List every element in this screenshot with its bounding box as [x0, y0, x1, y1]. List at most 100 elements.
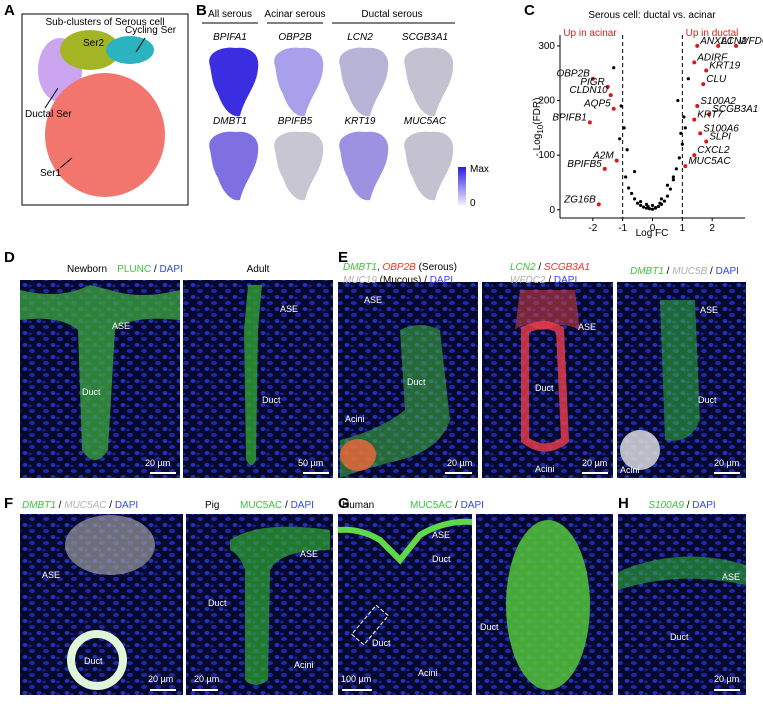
- cluster-label: Cycling Ser: [125, 25, 177, 36]
- y-tick-label: 200: [538, 96, 555, 107]
- stain-name: DAPI: [461, 500, 484, 511]
- stain-label: MUC19 (Mucous) / DAPI: [343, 275, 453, 286]
- stain: [506, 520, 590, 690]
- stain-name: OBP2B: [382, 262, 416, 273]
- image-title: Adult: [247, 264, 270, 275]
- point: [671, 175, 675, 179]
- separator: /: [707, 266, 715, 277]
- image-title: Newborn: [67, 264, 107, 275]
- region-label: Duct: [208, 598, 227, 608]
- stain-name: DAPI: [554, 275, 577, 286]
- y-axis-label-part: 10: [536, 124, 545, 133]
- point: [659, 197, 664, 201]
- panel-b: All serous Acinar serous Ductal serous B…: [202, 9, 489, 209]
- region-label: ASE: [280, 304, 298, 314]
- stain: [65, 515, 155, 575]
- stain: [521, 321, 570, 452]
- stain-note: (Mucous) /: [377, 275, 430, 286]
- x-tick-label: 2: [709, 223, 715, 234]
- point: [658, 201, 662, 205]
- frame: [21, 13, 189, 206]
- stain-name: DAPI: [430, 275, 453, 286]
- point: [686, 77, 690, 81]
- separator: /: [56, 500, 64, 511]
- stain-label: LCN2 / SCGB3A1: [510, 262, 590, 273]
- chart-title: Serous cell: ductal vs. acinar: [588, 10, 716, 21]
- region-label: Acini: [294, 660, 314, 670]
- x-tick-label: 0: [650, 223, 656, 234]
- point-label: OBP2B: [556, 69, 590, 80]
- expression-map: [404, 131, 454, 201]
- point: [679, 131, 683, 135]
- point: [611, 106, 616, 111]
- panel-h: S100A9 / DAPI ASE Duct 20 µm: [618, 500, 746, 695]
- point: [622, 126, 626, 130]
- point: [676, 98, 680, 103]
- stain-label: S100A9 / DAPI: [648, 500, 715, 511]
- point-label: BPIFB5: [567, 159, 602, 170]
- stain-name: S100A9: [648, 500, 684, 511]
- colorbar-label: 0: [470, 198, 476, 209]
- point: [707, 112, 712, 117]
- stain-name: DAPI: [291, 500, 314, 511]
- separator: /: [154, 264, 157, 275]
- stain-name: LCN2: [510, 262, 536, 273]
- stain-name: DAPI: [159, 264, 182, 275]
- point: [692, 60, 697, 65]
- panel-g: Human MUC5AC / DAPI ASE Duct Duct Acini …: [337, 500, 613, 695]
- point: [614, 158, 619, 163]
- point: [682, 115, 686, 119]
- scale-bar-label: 20 µm: [447, 458, 472, 468]
- point: [692, 153, 697, 158]
- cluster: [45, 73, 165, 197]
- point: [665, 183, 670, 187]
- point: [704, 139, 709, 144]
- expression-map: [404, 47, 454, 117]
- micrograph: [338, 514, 472, 695]
- scale-bar-label: 20 µm: [714, 674, 739, 684]
- point-label: KRT7: [697, 110, 723, 121]
- stain-name: MUC19: [343, 275, 377, 286]
- stain: [230, 526, 330, 685]
- x-tick-label: -1: [618, 223, 627, 234]
- title: Sub-clusters of Serous cell: [46, 17, 165, 28]
- gene-label: MUC5AC: [404, 116, 447, 127]
- point: [590, 76, 595, 81]
- x-tick-label: -2: [588, 223, 597, 234]
- point: [674, 167, 678, 171]
- panel-letter: D: [4, 249, 15, 266]
- separator: /: [106, 500, 114, 511]
- point: [625, 148, 629, 152]
- scale-bar-label: 20 µm: [714, 458, 739, 468]
- point-label: LCN2: [721, 36, 747, 47]
- stain: [337, 518, 473, 565]
- stain: [340, 325, 450, 478]
- region-label: Duct: [670, 632, 689, 642]
- point: [627, 186, 631, 190]
- region-label: ASE: [112, 321, 130, 331]
- region-label: Duct: [407, 377, 426, 387]
- point: [618, 137, 622, 141]
- point: [612, 66, 616, 70]
- point: [641, 205, 646, 209]
- separator: /: [664, 266, 672, 277]
- y-axis-label-part: - Log: [532, 134, 543, 157]
- point-label: AQP5: [583, 99, 611, 110]
- stain-name: MUC5B: [672, 266, 707, 277]
- panel-d: Newborn PLUNC / DAPI Adult ASE Duct ASE …: [20, 264, 333, 478]
- point-label: BPIFB1: [552, 112, 586, 123]
- region-label: ASE: [432, 530, 450, 540]
- region-label: ASE: [700, 305, 718, 315]
- panel-e: DMBT1, OBP2B (Serous) MUC19 (Mucous) / D…: [338, 262, 746, 478]
- point-label: CXCL2: [697, 145, 730, 156]
- region-label: Acini: [418, 668, 438, 678]
- gene-label: KRT19: [345, 116, 376, 127]
- gene-label: SCGB3A1: [402, 32, 448, 43]
- inset-box: [350, 604, 390, 646]
- point: [695, 43, 700, 48]
- region-label: ASE: [578, 322, 596, 332]
- separator: /: [684, 500, 692, 511]
- region-label: ASE: [722, 572, 740, 582]
- point: [605, 84, 610, 89]
